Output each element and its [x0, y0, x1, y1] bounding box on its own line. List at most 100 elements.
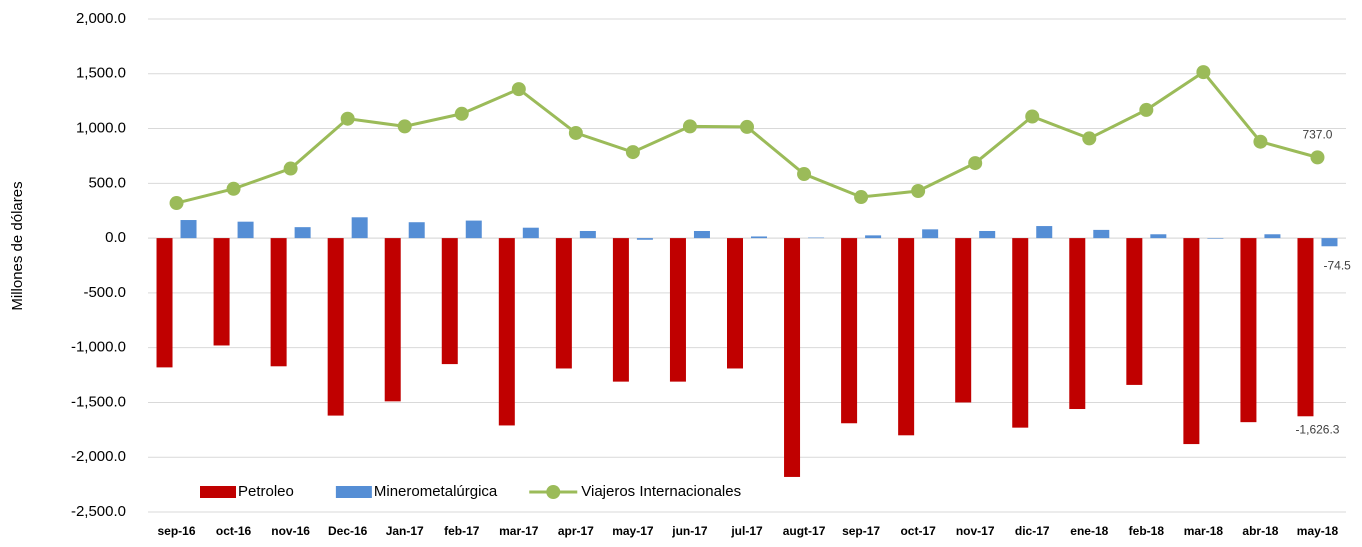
x-tick-label: sep-16	[158, 524, 196, 538]
bar	[555, 238, 572, 369]
value-label: 737.0	[1302, 128, 1332, 142]
bar	[327, 238, 344, 416]
point	[1253, 134, 1268, 149]
bar	[351, 217, 368, 239]
x-tick-label: nov-17	[956, 524, 995, 538]
x-tick-label: jun-17	[671, 524, 708, 538]
point	[797, 167, 812, 182]
point	[283, 161, 298, 176]
bar	[1036, 226, 1053, 239]
x-tick-label: dic-17	[1015, 524, 1050, 538]
y-tick-label: -500.0	[83, 284, 126, 301]
x-tick-label: sep-17	[842, 524, 880, 538]
point	[968, 156, 983, 171]
legend-label: Viajeros Internacionales	[581, 483, 741, 500]
point	[340, 111, 355, 126]
point	[511, 82, 526, 97]
y-tick-label: 0.0	[105, 229, 126, 246]
y-tick-label: 2,000.0	[76, 10, 126, 27]
bar	[1264, 234, 1281, 239]
legend-label: Minerometalúrgica	[374, 483, 498, 500]
y-tick-label: -1,500.0	[71, 393, 126, 410]
bar	[727, 238, 743, 369]
bar	[270, 238, 287, 367]
bar	[751, 236, 767, 239]
x-tick-label: Jan-17	[386, 524, 424, 538]
point	[1139, 102, 1154, 117]
x-tick-label: Dec-16	[328, 524, 368, 538]
point	[854, 190, 869, 205]
bar	[213, 238, 230, 346]
bar	[865, 235, 882, 239]
x-tick-label: nov-16	[271, 524, 310, 538]
y-tick-label: -1,000.0	[71, 339, 126, 356]
legend-label: Petroleo	[238, 483, 294, 500]
x-tick-label: abr-18	[1242, 524, 1278, 538]
point	[740, 119, 754, 134]
point	[625, 145, 640, 160]
bar	[898, 238, 915, 436]
bar	[922, 229, 939, 239]
x-tick-label: jul-17	[730, 524, 763, 538]
legend-swatch	[546, 485, 561, 499]
x-tick-label: oct-16	[216, 524, 252, 538]
y-tick-label: -2,000.0	[71, 448, 126, 465]
bar	[693, 230, 710, 239]
legend-swatch	[335, 486, 372, 498]
bar	[579, 230, 596, 239]
bar	[1297, 238, 1314, 417]
y-tick-label: -2,500.0	[71, 503, 126, 520]
y-tick-label: 500.0	[88, 174, 126, 191]
x-tick-label: oct-17	[900, 524, 936, 538]
point	[226, 181, 241, 196]
x-tick-label: may-18	[1297, 524, 1339, 538]
bar	[979, 230, 996, 239]
x-tick-label: feb-18	[1129, 524, 1165, 538]
bar	[1207, 238, 1224, 239]
bar	[237, 221, 254, 239]
bar	[1321, 238, 1338, 247]
x-tick-label: mar-17	[499, 524, 539, 538]
bar	[1093, 229, 1110, 239]
x-tick-label: apr-17	[558, 524, 594, 538]
bar	[1069, 238, 1086, 410]
point	[454, 106, 469, 121]
bar	[636, 238, 653, 240]
bar	[156, 238, 173, 368]
bar	[294, 227, 311, 239]
point	[682, 119, 697, 134]
bar	[808, 237, 825, 239]
x-tick-label: ene-18	[1070, 524, 1108, 538]
bar	[522, 227, 539, 239]
bar	[784, 238, 801, 477]
bar	[1183, 238, 1200, 445]
bar	[841, 238, 858, 424]
x-tick-label: mar-18	[1184, 524, 1224, 538]
point	[1310, 150, 1325, 165]
y-axis-label: Millones de dólares	[9, 181, 26, 310]
bar	[498, 238, 515, 426]
bar	[1240, 238, 1257, 423]
bar	[955, 238, 972, 403]
point	[1196, 65, 1211, 80]
point	[169, 196, 184, 211]
bar	[408, 222, 425, 239]
point	[568, 125, 583, 140]
point	[1025, 109, 1040, 124]
bar	[384, 238, 401, 402]
point	[397, 119, 412, 134]
bar	[465, 220, 482, 239]
bar	[669, 238, 686, 382]
legend-swatch	[200, 486, 236, 498]
x-tick-label: augt-17	[783, 524, 826, 538]
point	[911, 184, 926, 199]
bar	[1012, 238, 1029, 428]
bar	[1150, 234, 1167, 239]
x-tick-label: feb-17	[444, 524, 480, 538]
bar	[612, 238, 629, 382]
value-label: -1,626.3	[1295, 422, 1339, 436]
y-tick-label: 1,500.0	[76, 65, 126, 82]
point	[1082, 131, 1097, 146]
x-tick-label: may-17	[612, 524, 654, 538]
